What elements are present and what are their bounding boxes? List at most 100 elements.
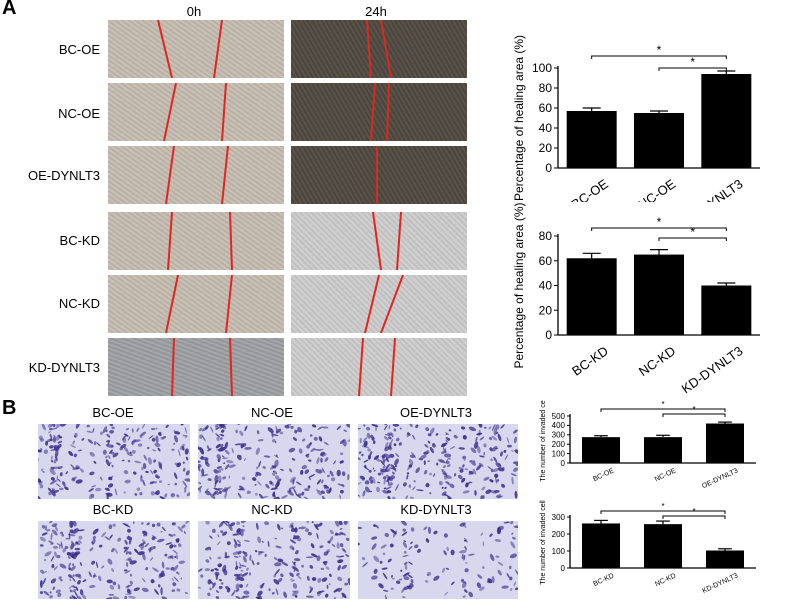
invasion-label: NC-KD bbox=[251, 502, 293, 517]
bar-bc-kd bbox=[566, 258, 617, 335]
y-tick-label: 80 bbox=[539, 229, 553, 243]
y-tick-label: 400 bbox=[552, 421, 566, 430]
y-tick-label: 0 bbox=[545, 328, 552, 342]
invasion-micrograph-kd-dynlt3 bbox=[358, 521, 518, 599]
y-tick-label: 20 bbox=[539, 303, 553, 317]
scratch-row-label: OE-DYNLT3 bbox=[28, 168, 100, 183]
y-tick-label: 100 bbox=[552, 547, 566, 556]
bar-nc-kd bbox=[634, 254, 684, 335]
significance-star: * bbox=[661, 502, 664, 511]
invasion-micrograph-oe-dynlt3 bbox=[358, 424, 518, 499]
category-label: BC-KD bbox=[569, 343, 611, 378]
bar-bc-oe bbox=[582, 437, 620, 463]
scratch-micrograph-oe-dynlt3-24h bbox=[291, 146, 467, 204]
invasion-micrograph-bc-oe bbox=[38, 424, 190, 499]
significance-star: * bbox=[690, 55, 695, 69]
significance-star: * bbox=[692, 507, 695, 516]
significance-star: * bbox=[661, 400, 664, 409]
bar-nc-oe bbox=[644, 437, 682, 463]
y-tick-label: 60 bbox=[539, 101, 553, 115]
y-tick-label: 100 bbox=[532, 61, 552, 75]
category-label: OE-DYNLT3 bbox=[701, 467, 739, 490]
invasion-label: KD-DYNLT3 bbox=[400, 502, 472, 517]
significance-star: * bbox=[657, 215, 662, 229]
scratch-micrograph-oe-dynlt3-0h bbox=[108, 146, 284, 204]
bar-nc-oe bbox=[634, 113, 684, 168]
scratch-row-label: BC-OE bbox=[58, 42, 100, 57]
y-tick-label: 40 bbox=[539, 279, 553, 293]
invasion-label: NC-OE bbox=[251, 405, 293, 420]
category-label: KD-DYNLT3 bbox=[701, 572, 739, 595]
significance-bracket bbox=[662, 413, 726, 417]
bar-bc-oe bbox=[566, 111, 617, 168]
bar-bc-kd bbox=[582, 523, 620, 568]
y-axis-title: The number of invaded cell bbox=[540, 500, 547, 585]
y-tick-label: 300 bbox=[552, 513, 566, 522]
bar-oe-dynlt3 bbox=[706, 423, 744, 463]
y-tick-label: 60 bbox=[539, 254, 553, 268]
time-label-24h: 24h bbox=[365, 4, 387, 19]
y-axis-title: Percentage of healing area (%) bbox=[512, 35, 526, 201]
chart-healing-oe: 0 20 40 60 80 100 Percentage of healing area (… bbox=[508, 0, 798, 202]
panel-a-label: A bbox=[2, 0, 17, 19]
category-label: BC-OE bbox=[569, 176, 612, 202]
y-tick-label: 80 bbox=[539, 81, 553, 95]
significance-bracket bbox=[591, 55, 727, 59]
chart-invaded-oe: 0 100 200 300 400 500 The number of invaded ce… bbox=[526, 400, 766, 496]
invasion-micrograph-nc-kd bbox=[198, 521, 350, 599]
chart-invaded-kd-svg: 0 100 200 300 The number of invaded cell BC-K… bbox=[540, 500, 756, 595]
y-tick-label: 500 bbox=[552, 412, 566, 421]
bar-kd-dynlt3 bbox=[706, 550, 744, 568]
category-label: BC-OE bbox=[592, 467, 615, 483]
category-label: NC-OE bbox=[654, 467, 678, 483]
invasion-label: BC-KD bbox=[92, 502, 134, 517]
significance-star: * bbox=[692, 405, 695, 414]
scratch-micrograph-nc-kd-0h bbox=[108, 275, 284, 333]
invasion-label: OE-DYNLT3 bbox=[400, 405, 472, 420]
category-label: BC-KD bbox=[592, 572, 615, 588]
significance-bracket bbox=[658, 237, 727, 241]
chart-healing-kd: 0 20 40 60 80 Percentage of healing area (%) B… bbox=[508, 203, 798, 403]
y-tick-label: 100 bbox=[552, 449, 566, 458]
significance-bracket bbox=[662, 515, 726, 519]
category-label: NC-KD bbox=[654, 572, 677, 588]
y-tick-label: 0 bbox=[561, 459, 566, 468]
bar-nc-kd bbox=[644, 524, 682, 568]
scratch-micrograph-nc-oe-24h bbox=[291, 83, 467, 141]
invasion-micrograph-bc-kd bbox=[38, 521, 190, 599]
y-tick-label: 300 bbox=[552, 431, 566, 440]
bar-oe-dynlt3 bbox=[701, 74, 752, 168]
y-tick-label: 0 bbox=[545, 161, 552, 175]
time-label-0h: 0h bbox=[186, 4, 202, 19]
significance-bracket bbox=[600, 408, 726, 412]
scratch-micrograph-bc-kd-24h bbox=[291, 212, 467, 270]
y-axis-title: The number of invaded cell bbox=[540, 400, 547, 482]
category-label: NC-OE bbox=[635, 176, 678, 202]
significance-star: * bbox=[657, 43, 662, 57]
scratch-micrograph-kd-dynlt3-0h bbox=[108, 338, 284, 396]
category-label: OE-DYNLT3 bbox=[678, 176, 746, 202]
y-axis-title: Percentage of healing area (%) bbox=[512, 203, 526, 369]
chart-invaded-kd: 0 100 200 300 The number of invaded cell BC-K… bbox=[526, 498, 766, 608]
scratch-row-label: KD-DYNLT3 bbox=[28, 360, 100, 375]
y-tick-label: 200 bbox=[552, 530, 566, 539]
y-tick-label: 20 bbox=[539, 141, 553, 155]
scratch-row-label: NC-KD bbox=[58, 296, 100, 311]
scratch-micrograph-bc-oe-0h bbox=[108, 20, 284, 78]
y-tick-label: 200 bbox=[552, 440, 566, 449]
significance-bracket bbox=[591, 227, 727, 231]
scratch-micrograph-bc-kd-0h bbox=[108, 212, 284, 270]
significance-star: * bbox=[690, 225, 695, 239]
category-label: NC-KD bbox=[636, 343, 678, 379]
y-tick-label: 0 bbox=[561, 564, 566, 573]
significance-bracket bbox=[600, 510, 726, 514]
category-label: KD-DYNLT3 bbox=[679, 343, 746, 396]
invasion-label: BC-OE bbox=[92, 405, 134, 420]
scratch-micrograph-nc-kd-24h bbox=[291, 275, 467, 333]
scratch-micrograph-bc-oe-24h bbox=[291, 20, 467, 78]
y-tick-label: 40 bbox=[539, 121, 553, 135]
chart-healing-kd-svg: 0 20 40 60 80 Percentage of healing area (%) B… bbox=[512, 203, 760, 396]
invasion-micrograph-nc-oe bbox=[198, 424, 350, 499]
panel-b-label: B bbox=[2, 397, 17, 419]
